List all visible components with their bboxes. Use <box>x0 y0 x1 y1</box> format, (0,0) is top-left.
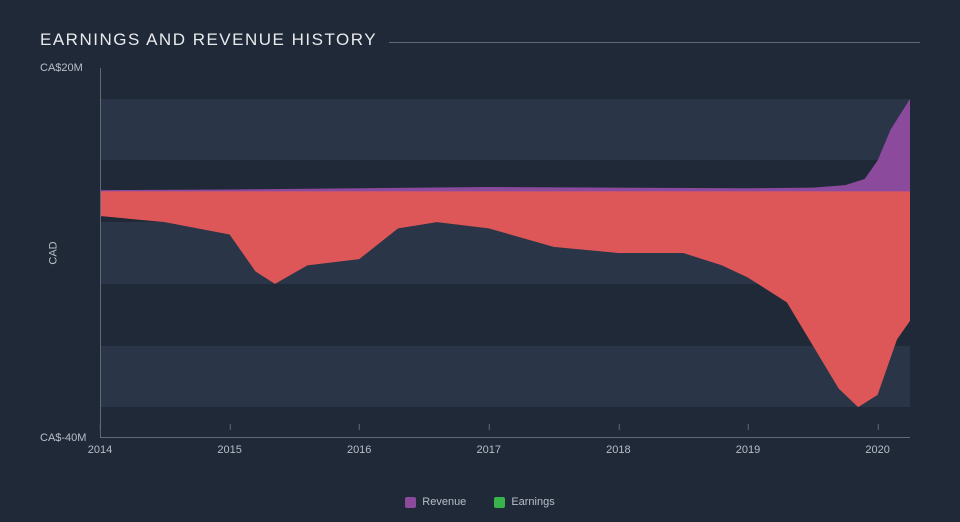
legend-label-earnings: Earnings <box>511 496 554 508</box>
earnings-area <box>100 191 910 407</box>
chart-container: EARNINGS AND REVENUE HISTORY CA$20M CAD … <box>0 0 960 522</box>
legend-label-revenue: Revenue <box>422 496 466 508</box>
chart-title: EARNINGS AND REVENUE HISTORY <box>40 30 377 50</box>
legend-item-revenue: Revenue <box>405 496 466 508</box>
x-ticks: 2014201520162017201820192020 <box>100 444 910 458</box>
legend-swatch-earnings <box>494 497 505 508</box>
x-axis-line <box>100 437 910 438</box>
x-tick: 2014 <box>88 444 112 456</box>
x-tick: 2019 <box>736 444 760 456</box>
revenue-area <box>100 99 910 192</box>
x-tick: 2018 <box>606 444 630 456</box>
title-row: EARNINGS AND REVENUE HISTORY <box>40 30 920 50</box>
legend-swatch-revenue <box>405 497 416 508</box>
y-tick-top: CA$20M <box>40 62 83 74</box>
legend-item-earnings: Earnings <box>494 496 554 508</box>
chart-svg <box>100 68 910 438</box>
y-axis-title: CAD <box>48 241 60 264</box>
legend: Revenue Earnings <box>0 496 960 508</box>
x-tick: 2020 <box>865 444 889 456</box>
plot <box>100 68 910 438</box>
x-tick: 2016 <box>347 444 371 456</box>
title-rule <box>389 42 920 43</box>
y-tick-bottom: CA$-40M <box>40 432 86 444</box>
x-tick: 2017 <box>477 444 501 456</box>
x-tick: 2015 <box>217 444 241 456</box>
plot-area: CA$20M CAD CA$-40M 201420152016201720182… <box>100 68 910 438</box>
y-axis-line <box>100 68 101 438</box>
